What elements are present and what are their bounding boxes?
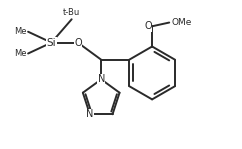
Text: t-Bu: t-Bu [63, 8, 80, 17]
Text: Me: Me [14, 27, 27, 36]
Text: N: N [98, 74, 105, 84]
Text: Me: Me [14, 49, 27, 58]
Text: O: O [144, 21, 152, 31]
Text: N: N [86, 109, 94, 119]
Text: O: O [74, 38, 82, 48]
Text: Si: Si [47, 38, 56, 48]
Text: OMe: OMe [172, 18, 192, 27]
